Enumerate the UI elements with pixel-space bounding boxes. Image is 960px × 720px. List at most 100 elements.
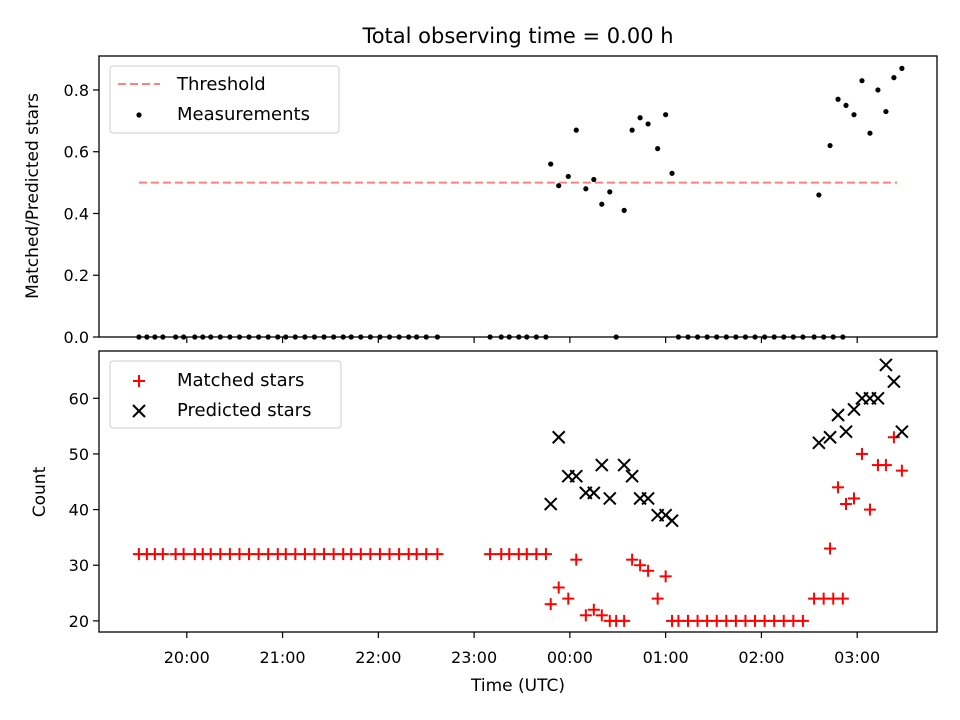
measurement-point — [311, 334, 318, 340]
y-tick-label: 0.2 — [64, 266, 89, 285]
y-tick-label: 40 — [69, 501, 89, 520]
x-axis-label: Time (UTC) — [470, 676, 565, 696]
x-tick-label: 22:00 — [355, 648, 401, 667]
measurement-point — [714, 334, 720, 340]
count-y-axis-label: Count — [30, 466, 50, 517]
ratio-panel: Matched/Predicted stars 0.00.20.40.60.8 … — [23, 55, 938, 347]
measurement-point — [655, 146, 661, 152]
measurement-point — [217, 334, 223, 340]
measurement-point — [599, 201, 605, 207]
count-plot-frame — [98, 350, 938, 633]
measurement-point — [827, 142, 833, 149]
predicted-star-point — [871, 391, 885, 406]
matched-star-point — [587, 603, 600, 616]
matched-star-point — [836, 592, 849, 605]
measurement-point — [377, 334, 383, 340]
measurement-point — [414, 334, 420, 340]
measurement-point — [173, 334, 179, 340]
measurement-point — [830, 334, 836, 340]
measurement-point — [621, 207, 627, 213]
x-tick-label: 21:00 — [260, 648, 306, 667]
count-legend-box — [109, 360, 342, 429]
ratio-series — [136, 65, 905, 340]
count-x-ticks: 20:00 21:00 22:00 23:00 00:00 01:00 02:00 03:00 — [164, 632, 880, 667]
y-tick-label: 0.8 — [64, 81, 89, 100]
predicted-star-point — [625, 469, 639, 483]
measurement-point — [548, 161, 554, 167]
measurement-point — [591, 176, 597, 183]
measurement-point — [265, 334, 271, 340]
matched-star-point — [651, 592, 664, 605]
measurement-point — [742, 334, 749, 340]
measurement-point — [669, 170, 675, 176]
legend-matched-swatch — [133, 375, 145, 387]
matched-star-point — [177, 548, 190, 561]
measurement-point — [790, 334, 796, 340]
y-tick-label: 0.6 — [64, 143, 89, 162]
legend-predicted-label: Predicted stars — [177, 400, 311, 421]
measurement-point — [556, 183, 562, 189]
matched-star-point — [840, 498, 853, 511]
predicted-star-point — [569, 469, 583, 483]
measurement-point — [637, 115, 643, 121]
measurement-point — [321, 334, 327, 340]
matched-star-point — [544, 598, 557, 611]
measurement-point — [800, 334, 806, 340]
matched-star-point — [562, 592, 575, 605]
predicted-star-point — [551, 430, 566, 444]
x-tick-label: 00:00 — [547, 648, 593, 667]
measurement-point — [752, 334, 758, 340]
matched-star-point — [832, 481, 845, 494]
predicted-star-point — [595, 458, 609, 472]
measurement-point — [152, 334, 158, 340]
measurement-point — [573, 127, 579, 133]
measurement-point — [663, 112, 669, 118]
measurement-point — [821, 334, 827, 340]
matched-star-point — [863, 503, 876, 516]
measurement-point — [348, 334, 354, 340]
predicted-star-point — [831, 408, 845, 422]
matched-star-point — [855, 447, 868, 460]
legend-measurements-label: Measurements — [177, 104, 310, 125]
measurement-point — [160, 334, 166, 340]
y-tick-label: 0.4 — [64, 204, 89, 223]
matched-star-point — [634, 559, 647, 572]
legend-threshold-label: Threshold — [176, 74, 266, 95]
y-tick-label: 60 — [69, 389, 89, 408]
measurement-point — [811, 334, 817, 340]
measurement-point — [859, 78, 865, 84]
matched-star-point — [156, 548, 169, 561]
measurement-point — [816, 192, 822, 198]
measurement-point — [607, 189, 613, 195]
matched-star-point — [847, 492, 860, 505]
matched-star-point — [642, 564, 655, 577]
measurement-point — [144, 334, 150, 340]
matched-star-point — [659, 570, 672, 583]
legend-predicted-swatch — [132, 404, 146, 418]
measurement-point — [851, 112, 857, 118]
ratio-legend-box — [109, 65, 340, 134]
measurement-point — [200, 334, 206, 340]
measurement-point — [840, 334, 846, 340]
measurement-point — [367, 334, 373, 340]
matched-star-point — [595, 609, 608, 622]
predicted-star-point — [895, 424, 909, 439]
measurement-point — [423, 334, 429, 340]
measurement-point — [613, 334, 619, 340]
predicted-star-point — [887, 374, 901, 389]
measurement-point — [645, 121, 651, 127]
measurement-point — [292, 334, 298, 340]
measurement-point — [275, 334, 281, 340]
measurement-point — [136, 334, 142, 340]
measurement-point — [543, 334, 549, 340]
x-tick-label: 23:00 — [451, 648, 497, 667]
measurement-point — [208, 334, 214, 340]
measurement-point — [843, 102, 849, 109]
predicted-star-point — [544, 497, 558, 511]
predicted-star-point — [847, 402, 861, 417]
count-legend: Matched stars Predicted stars — [109, 360, 342, 429]
predicted-star-point — [839, 424, 853, 439]
measurement-point — [733, 334, 739, 340]
matched-star-point — [570, 553, 583, 566]
y-tick-label: 20 — [69, 612, 89, 631]
